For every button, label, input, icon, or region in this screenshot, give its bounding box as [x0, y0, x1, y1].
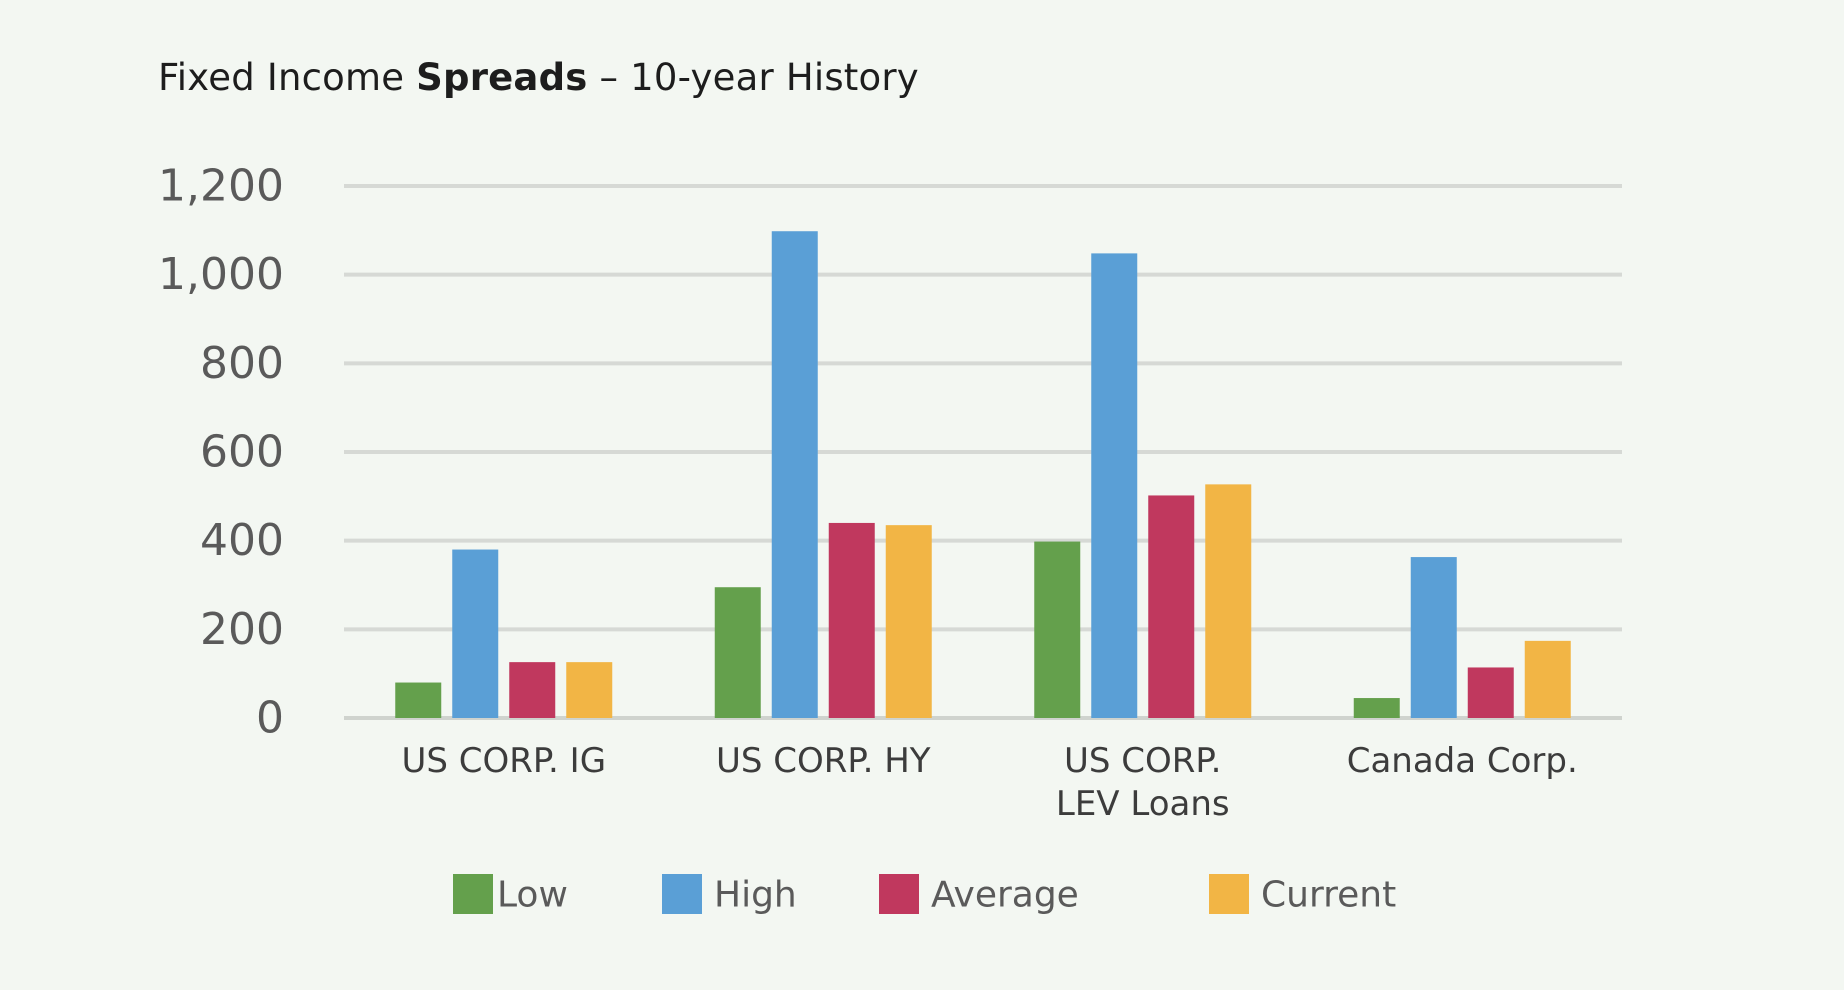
- title-part-3: – 10-year History: [587, 56, 919, 99]
- bar-current-3: [1524, 640, 1571, 718]
- chart-title: Fixed Income Spreads – 10-year History: [158, 56, 919, 99]
- legend-label: Average: [931, 875, 1079, 916]
- y-tick-label: 200: [200, 604, 284, 655]
- x-tick-label-line: US CORP.: [1064, 741, 1221, 781]
- x-axis-ticks: US CORP. IG US CORP. HY US CORP. LEV Loans C…: [401, 741, 1577, 824]
- legend: Low High Average Current: [453, 874, 1396, 916]
- legend-label: High: [714, 875, 797, 916]
- x-tick-label: US CORP. IG: [401, 741, 606, 781]
- y-tick-label: 1,000: [158, 249, 284, 300]
- x-tick-label-line: Canada Corp.: [1347, 741, 1578, 781]
- bar-average-2: [1148, 495, 1195, 718]
- bar-current-0: [566, 662, 613, 718]
- y-tick-label: 400: [200, 515, 284, 566]
- legend-item-current: Current: [1209, 874, 1396, 916]
- title-part-1: Fixed Income: [158, 56, 417, 99]
- y-axis-ticks: 0 200 400 600 800 1,000 1,200: [158, 161, 284, 744]
- x-tick-label: Canada Corp.: [1347, 741, 1578, 781]
- legend-swatch: [1209, 874, 1249, 914]
- legend-label: Low: [497, 875, 568, 916]
- x-tick-label: US CORP. HY: [716, 741, 931, 781]
- bar-average-3: [1467, 667, 1514, 718]
- gridlines: [344, 184, 1622, 720]
- bar-average-0: [509, 662, 556, 718]
- bar-low-3: [1353, 698, 1400, 718]
- title-part-2: Spreads: [416, 56, 588, 99]
- bar-current-1: [885, 525, 932, 718]
- bar-low-0: [395, 682, 442, 718]
- x-tick-label: US CORP. LEV Loans: [1056, 741, 1230, 824]
- legend-swatch: [662, 874, 702, 914]
- bar-low-1: [714, 587, 761, 718]
- y-tick-label: 0: [256, 693, 284, 744]
- legend-item-high: High: [662, 874, 797, 916]
- bars: [395, 231, 1571, 719]
- y-tick-label: 600: [200, 427, 284, 478]
- bar-high-3: [1410, 557, 1457, 718]
- bar-high-1: [771, 231, 818, 718]
- legend-swatch: [879, 874, 919, 914]
- legend-label: Current: [1261, 875, 1396, 916]
- x-tick-label-line: US CORP. HY: [716, 741, 931, 781]
- bar-average-1: [828, 522, 875, 718]
- legend-swatch: [453, 874, 493, 914]
- legend-item-low: Low: [453, 874, 568, 916]
- bar-current-2: [1205, 484, 1252, 718]
- bar-high-0: [452, 549, 499, 718]
- y-tick-label: 800: [200, 338, 284, 389]
- x-tick-label-line: LEV Loans: [1056, 784, 1230, 824]
- x-tick-label-line: US CORP. IG: [401, 741, 606, 781]
- bar-high-2: [1091, 253, 1138, 719]
- legend-item-average: Average: [879, 874, 1079, 916]
- y-tick-label: 1,200: [158, 161, 284, 212]
- bar-low-2: [1034, 541, 1081, 718]
